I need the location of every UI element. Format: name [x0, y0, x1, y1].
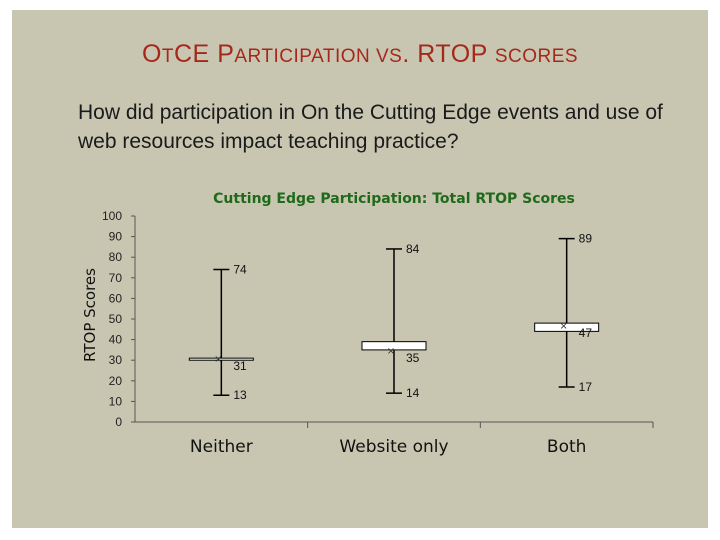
box — [361, 341, 427, 351]
slide-title: OTCE PARTICIPATION VS. RTOP SCORES — [0, 40, 720, 69]
title-segment: P — [217, 40, 235, 68]
slide-question: How did participation in On the Cutting … — [78, 101, 663, 153]
data-label-median: 31 — [233, 359, 247, 373]
x-category-label: Neither — [190, 437, 253, 457]
y-tick-label: 90 — [109, 230, 123, 244]
data-label-min: 17 — [579, 380, 593, 394]
y-tick-label: 0 — [115, 415, 122, 429]
title-segment: T — [161, 46, 174, 67]
data-label-max: 89 — [579, 232, 593, 246]
title-segment: O — [141, 40, 162, 68]
y-tick-label: 40 — [109, 333, 123, 347]
y-tick-label: 10 — [109, 394, 123, 408]
data-label-median: 47 — [579, 326, 593, 340]
box — [188, 357, 254, 361]
y-tick-label: 80 — [109, 250, 123, 264]
y-tick-label: 70 — [109, 271, 123, 285]
median-marker: × — [387, 346, 395, 357]
y-tick-label: 60 — [109, 291, 123, 305]
y-tick-label: 20 — [109, 374, 123, 388]
title-segment: CE — [174, 40, 218, 68]
data-label-median: 35 — [406, 351, 420, 365]
title-segment: RTOP — [417, 40, 495, 68]
data-label-max: 84 — [406, 242, 420, 256]
median-marker: × — [214, 354, 222, 365]
y-tick-label: 50 — [109, 312, 123, 326]
median-marker: × — [559, 321, 567, 332]
title-segment: SCORES — [494, 46, 579, 67]
chart-title: Cutting Edge Participation: Total RTOP S… — [213, 191, 575, 207]
box — [534, 322, 600, 332]
title-segment: ARTICIPATION VS — [234, 46, 403, 67]
x-category-label: Website only — [339, 437, 448, 457]
data-label-min: 13 — [233, 388, 247, 402]
data-label-min: 14 — [406, 386, 420, 400]
title-segment: . — [402, 40, 418, 68]
y-tick-label: 30 — [109, 353, 123, 367]
x-category-label: Both — [547, 437, 587, 457]
y-tick-label: 100 — [102, 209, 122, 223]
slide-background — [12, 10, 708, 528]
y-axis-label: RTOP Scores — [81, 268, 99, 362]
data-label-max: 74 — [233, 263, 247, 277]
